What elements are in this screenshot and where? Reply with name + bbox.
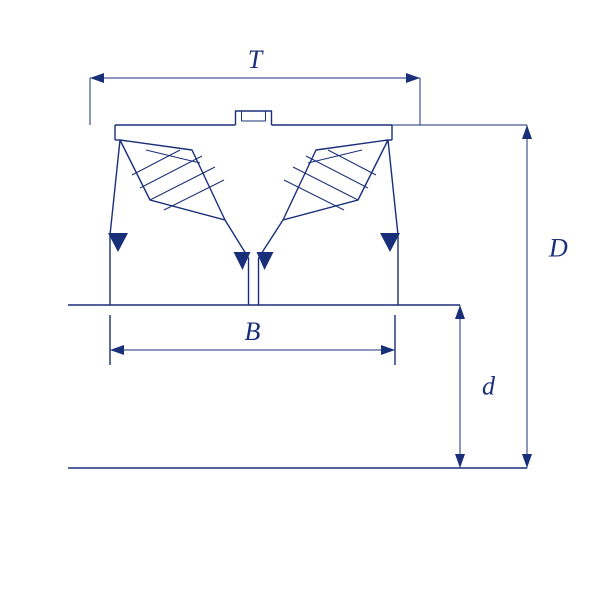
label-B: B [245,317,261,346]
label-d: d [482,372,496,401]
label-D: D [548,234,568,263]
label-T: T [248,45,264,74]
